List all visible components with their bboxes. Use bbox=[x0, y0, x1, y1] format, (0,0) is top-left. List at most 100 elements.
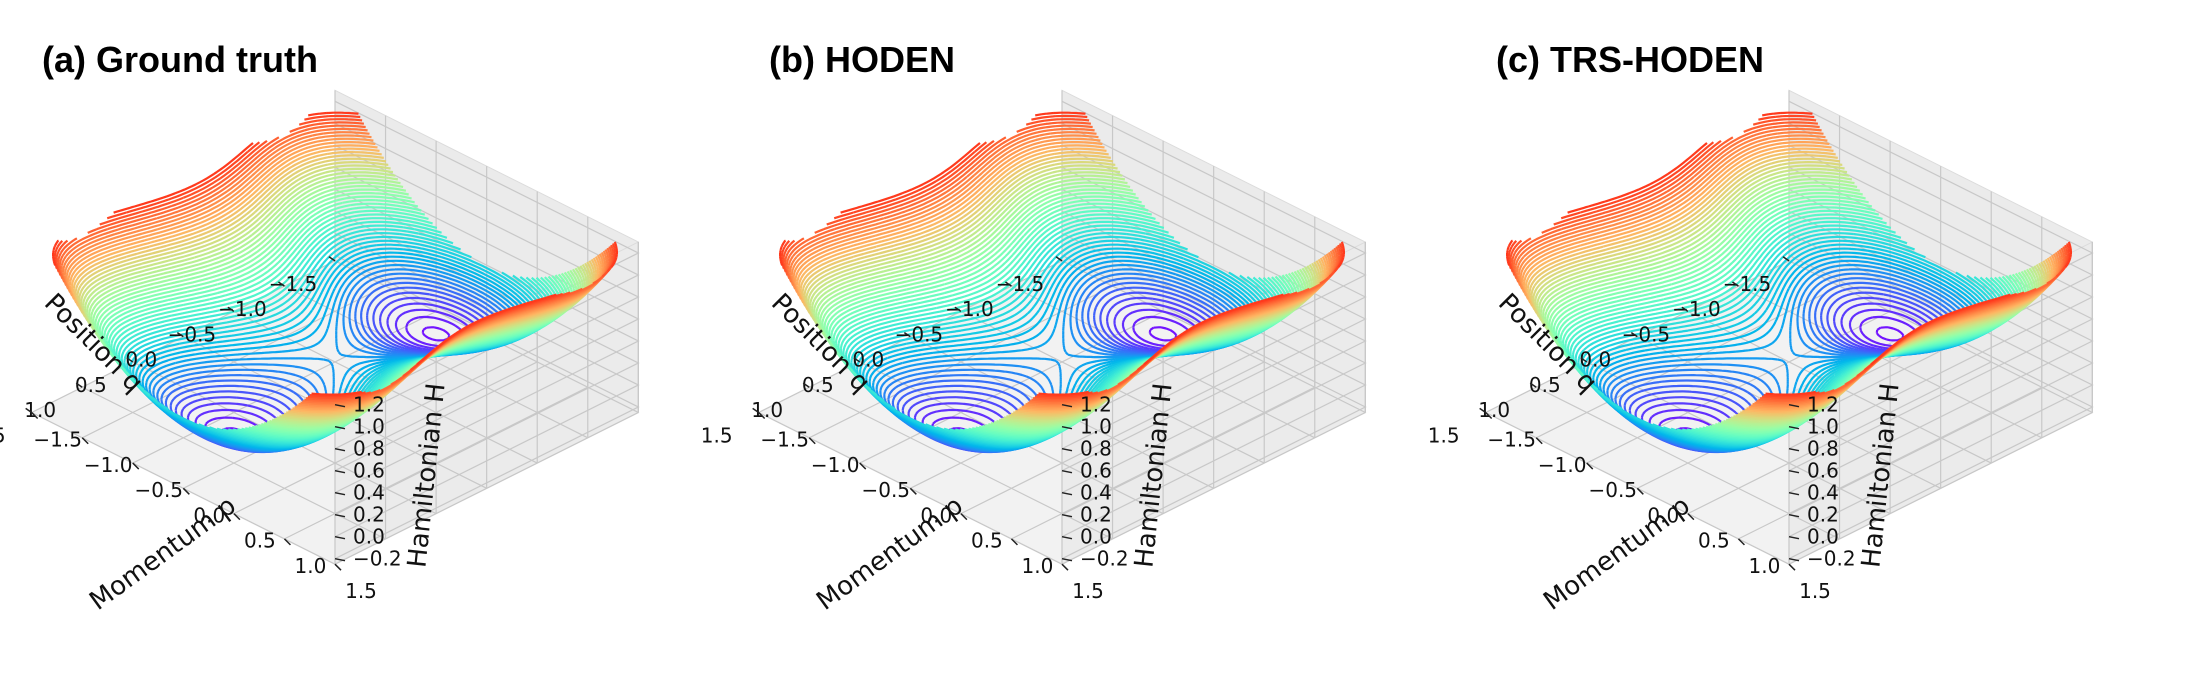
y-tick-label: 0.5 bbox=[244, 529, 276, 553]
grid-line bbox=[334, 232, 640, 538]
z-tick-label: 1.2 bbox=[1080, 393, 1112, 417]
y-tick-label: −1.0 bbox=[1538, 453, 1587, 477]
x-tick-label: 1.5 bbox=[1428, 424, 1460, 448]
grid-line bbox=[1061, 188, 1367, 494]
z-tick-label: 0.4 bbox=[1080, 481, 1112, 505]
contour-level bbox=[76, 157, 594, 418]
panel-trs-hoden: −1.5−1.0−0.50.00.51.01.5 −1.5−1.0−0.50.00… bbox=[1428, 39, 2094, 617]
y-tick-label: 0.0 bbox=[920, 503, 952, 527]
z-tick bbox=[1061, 513, 1073, 518]
grid-line bbox=[1061, 411, 1366, 565]
contour-level bbox=[52, 111, 618, 396]
z-tick-label: 1.2 bbox=[353, 393, 385, 417]
z-tick-label: 0.2 bbox=[1080, 503, 1112, 527]
x-tick bbox=[1005, 281, 1012, 287]
y-tick bbox=[1586, 462, 1594, 470]
z-tick bbox=[334, 425, 346, 430]
y-tick-label: 0.0 bbox=[193, 503, 225, 527]
x-tick-label: −1.5 bbox=[1723, 272, 1772, 296]
x-tick bbox=[227, 306, 235, 313]
x-tick-label: −0.5 bbox=[168, 322, 217, 346]
y-tick bbox=[859, 462, 867, 470]
y-tick bbox=[31, 411, 39, 420]
x-tick bbox=[1529, 382, 1537, 388]
x-tick bbox=[278, 281, 285, 287]
y-tick-label: 1.0 bbox=[1022, 554, 1054, 578]
z-tick bbox=[1061, 403, 1073, 408]
z-tick bbox=[1788, 469, 1800, 474]
panel-title: (c) TRS-HODEN bbox=[1496, 39, 1764, 80]
grid-line bbox=[334, 122, 640, 428]
grid-line bbox=[1061, 144, 1367, 450]
z-tick bbox=[334, 535, 346, 540]
x-tick-label: −1.0 bbox=[945, 297, 994, 321]
grid-line bbox=[1061, 232, 1367, 538]
x-tick bbox=[1782, 256, 1790, 262]
x-tick-label: −1.0 bbox=[1672, 297, 1721, 321]
z-tick bbox=[1061, 557, 1073, 562]
x-tick bbox=[903, 331, 911, 338]
y-tick-label: 1.0 bbox=[1749, 554, 1781, 578]
z-tick-label: 0.4 bbox=[353, 481, 385, 505]
y-axis-label: Momentum p bbox=[1538, 491, 1696, 617]
y-tick-label: −0.5 bbox=[1588, 478, 1637, 502]
panel-title: (b) HODEN bbox=[769, 39, 955, 80]
y-tick bbox=[960, 513, 968, 521]
y-tick-label: −1.0 bbox=[84, 453, 133, 477]
x-tick bbox=[328, 256, 336, 262]
y-tick-label: 1.0 bbox=[295, 554, 327, 578]
x-tick bbox=[25, 407, 33, 414]
z-tick-label: 0.0 bbox=[1807, 525, 1839, 549]
x-tick bbox=[176, 331, 184, 338]
x-tick-label: −0.5 bbox=[895, 322, 944, 346]
y-tick bbox=[909, 487, 917, 495]
grid-line bbox=[1061, 166, 1367, 472]
y-tick-label: −1.0 bbox=[811, 453, 860, 477]
y-tick bbox=[334, 563, 342, 571]
y-tick-label: −0.5 bbox=[861, 478, 910, 502]
y-tick bbox=[283, 538, 291, 546]
y-tick bbox=[1485, 411, 1493, 420]
z-tick-label: 0.2 bbox=[1807, 503, 1839, 527]
grid-line bbox=[1788, 232, 2094, 538]
y-tick bbox=[182, 487, 190, 495]
x-tick bbox=[853, 357, 861, 363]
z-tick-label: 0.8 bbox=[1080, 437, 1112, 461]
z-tick bbox=[1788, 403, 1800, 408]
z-tick bbox=[1788, 513, 1800, 518]
y-tick bbox=[758, 411, 766, 420]
z-tick bbox=[1061, 535, 1073, 540]
z-tick-label: 0.0 bbox=[1080, 525, 1112, 549]
y-tick-label: 1.5 bbox=[1072, 579, 1104, 603]
y-tick bbox=[808, 437, 816, 445]
z-tick-label: 0.6 bbox=[353, 459, 385, 483]
z-tick-label: 0.8 bbox=[1807, 437, 1839, 461]
z-tick bbox=[1788, 535, 1800, 540]
z-tick bbox=[1788, 447, 1800, 452]
y-tick bbox=[81, 437, 89, 445]
z-tick-label: 0.2 bbox=[353, 503, 385, 527]
panel-title: (a) Ground truth bbox=[42, 39, 318, 80]
surface-contours bbox=[1506, 111, 2072, 454]
z-tick-label: −0.2 bbox=[353, 547, 402, 571]
y-tick-label: 0.5 bbox=[1698, 529, 1730, 553]
grid-line bbox=[1788, 144, 2094, 450]
grid-line bbox=[334, 166, 640, 472]
z-tick bbox=[334, 403, 346, 408]
surface-contours bbox=[779, 111, 1345, 454]
y-tick-label: −0.5 bbox=[134, 478, 183, 502]
grid-line bbox=[334, 411, 639, 565]
z-tick-label: 0.6 bbox=[1807, 459, 1839, 483]
z-tick-label: 1.0 bbox=[353, 415, 385, 439]
y-tick-label: −1.5 bbox=[760, 428, 809, 452]
z-tick-label: 1.0 bbox=[1807, 415, 1839, 439]
y-tick bbox=[1636, 487, 1644, 495]
y-tick-label: 0.0 bbox=[1647, 503, 1679, 527]
contour-level bbox=[1506, 111, 2072, 396]
y-tick bbox=[1061, 563, 1069, 571]
y-tick bbox=[1737, 538, 1745, 546]
contour-level bbox=[779, 111, 1345, 396]
z-tick-label: −0.2 bbox=[1807, 547, 1856, 571]
z-tick bbox=[1061, 469, 1073, 474]
